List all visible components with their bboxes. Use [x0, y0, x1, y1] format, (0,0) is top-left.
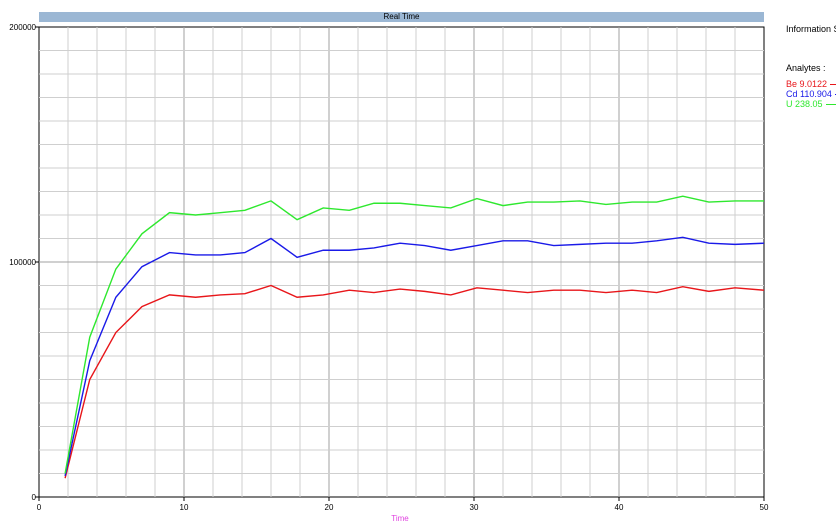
legend-label: U 238.05	[786, 99, 823, 109]
legend-swatch	[830, 84, 836, 86]
grid	[39, 27, 764, 497]
x-tick-label: 0	[37, 503, 42, 512]
x-axis-label: Time	[391, 514, 409, 523]
y-tick-label: 100000	[9, 258, 36, 267]
x-tick-label: 10	[180, 503, 189, 512]
legend-entry-2[interactable]: U 238.05	[786, 99, 836, 109]
y-tick-label: 0	[32, 493, 37, 502]
series-line-2[interactable]	[64, 195, 764, 474]
x-tick-label: 50	[760, 503, 769, 512]
info-panel-title: Information S	[786, 24, 836, 34]
series-line-1[interactable]	[64, 236, 765, 476]
legend-entry-0[interactable]: Be 9.0122	[786, 79, 836, 89]
legend-title: Analytes :	[786, 63, 826, 73]
y-tick-label: 200000	[9, 23, 36, 32]
x-tick-label: 30	[470, 503, 479, 512]
x-tick-label: 20	[325, 503, 334, 512]
legend-swatch	[825, 104, 836, 106]
legend-entry-1[interactable]: Cd 110.904	[786, 89, 836, 99]
series-line-0[interactable]	[64, 284, 765, 479]
chart-title: Real Time	[383, 12, 420, 21]
legend-swatch	[834, 94, 836, 96]
legend-label: Be 9.0122	[786, 79, 828, 89]
chart-title-bar: Real Time	[39, 12, 764, 22]
axes: 0 10 20 30 40 50 0 100000 200000 Time	[9, 23, 769, 523]
series-lines	[64, 195, 765, 479]
legend-label: Cd 110.904	[786, 89, 832, 99]
x-tick-label: 40	[615, 503, 624, 512]
